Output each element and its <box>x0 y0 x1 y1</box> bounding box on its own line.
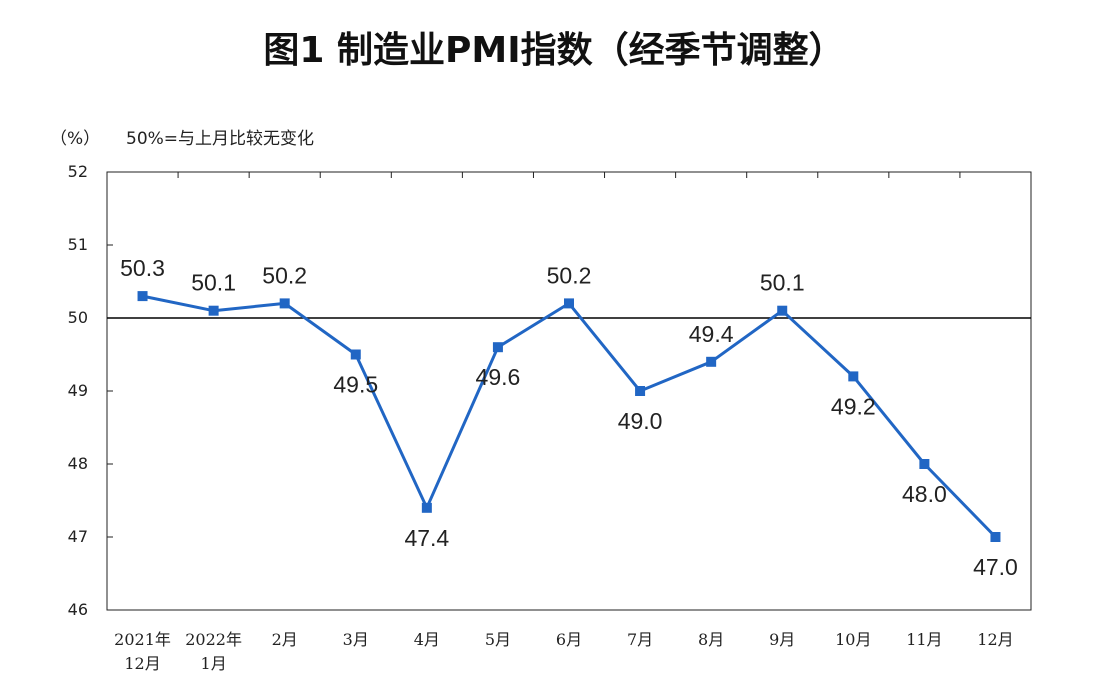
y-axis: 52 51 50 49 48 47 46 <box>68 162 113 619</box>
x-tick-label-line: 1月 <box>201 654 227 673</box>
x-tick-label: 2021年 12月 <box>114 630 171 673</box>
data-point-marker <box>137 291 148 302</box>
plot-frame <box>106 171 1032 611</box>
x-tick-label: 2月 <box>272 630 298 649</box>
x-tick-label: 5月 <box>485 630 511 649</box>
data-point-marker <box>777 305 788 316</box>
data-label: 48.0 <box>902 481 947 507</box>
x-tick-label-line: 7月 <box>627 630 653 649</box>
x-tick-label: 10月 <box>835 630 871 649</box>
data-point-marker <box>706 356 717 367</box>
data-label: 50.3 <box>120 255 165 281</box>
x-tick-label: 8月 <box>698 630 724 649</box>
x-tick-label: 4月 <box>414 630 440 649</box>
data-label: 50.1 <box>760 270 805 296</box>
data-point-marker <box>492 342 503 353</box>
x-tick-label: 6月 <box>556 630 582 649</box>
data-point-marker <box>208 305 219 316</box>
x-axis: 2021年 12月 2022年 1月 2月 3月 4月 5月 6月 7月 8月 9月 10月 11月 12月 <box>114 172 1014 673</box>
data-point-marker <box>990 532 1001 542</box>
data-point-marker <box>635 386 646 396</box>
data-point-marker <box>848 371 859 382</box>
x-tick-label-line: 9月 <box>769 630 795 649</box>
y-tick-label: 47 <box>68 527 88 546</box>
data-points <box>137 291 1001 542</box>
x-tick-label-line: 8月 <box>698 630 724 649</box>
data-point-marker <box>279 298 290 309</box>
data-label: 49.4 <box>689 321 734 347</box>
x-tick-label-line: 2022年 <box>185 630 242 649</box>
x-tick-label-line: 4月 <box>414 630 440 649</box>
data-point-marker <box>919 459 930 469</box>
x-tick-label: 2022年 1月 <box>185 630 242 673</box>
data-label: 49.0 <box>618 408 663 434</box>
y-tick-label: 48 <box>68 454 88 473</box>
x-tick-label: 12月 <box>977 630 1013 649</box>
data-label: 49.5 <box>333 372 378 398</box>
y-tick-label: 46 <box>68 600 88 619</box>
x-tick-label: 9月 <box>769 630 795 649</box>
x-tick-label-line: 3月 <box>343 630 369 649</box>
data-labels: 50.3 50.1 50.2 49.5 47.4 49.6 50.2 49.0 49.4 50.1… <box>120 255 1018 580</box>
chart-title: 图1 制造业PMI指数（经季节调整） <box>263 30 844 71</box>
x-tick-label-line: 11月 <box>906 630 942 649</box>
data-label: 50.2 <box>547 262 592 288</box>
y-tick-label: 49 <box>68 381 88 400</box>
x-tick-label-line: 2021年 <box>114 630 171 649</box>
y-tick-label: 50 <box>68 308 88 327</box>
x-tick-label-line: 2月 <box>272 630 298 649</box>
data-label: 49.6 <box>476 364 521 390</box>
data-label: 47.0 <box>973 554 1018 580</box>
x-tick-label: 3月 <box>343 630 369 649</box>
x-tick-label-line: 6月 <box>556 630 582 649</box>
data-label: 49.2 <box>831 393 876 419</box>
x-tick-label-line: 5月 <box>485 630 511 649</box>
x-tick-label-line: 12月 <box>977 630 1013 649</box>
data-label: 50.1 <box>191 270 236 296</box>
reference-note: 50%=与上月比较无变化 <box>126 129 314 149</box>
x-tick-label-line: 12月 <box>124 654 160 673</box>
y-tick-label: 51 <box>68 235 88 254</box>
data-point-marker <box>564 298 574 309</box>
data-point-marker <box>350 349 361 360</box>
data-label: 47.4 <box>404 525 449 551</box>
x-tick-label: 7月 <box>627 630 653 649</box>
y-tick-label: 52 <box>68 162 88 181</box>
x-tick-label-line: 10月 <box>835 630 871 649</box>
y-unit-label: （%） <box>50 129 100 149</box>
data-point-marker <box>421 502 432 513</box>
x-tick-label: 11月 <box>906 630 942 649</box>
data-label: 50.2 <box>262 262 307 288</box>
